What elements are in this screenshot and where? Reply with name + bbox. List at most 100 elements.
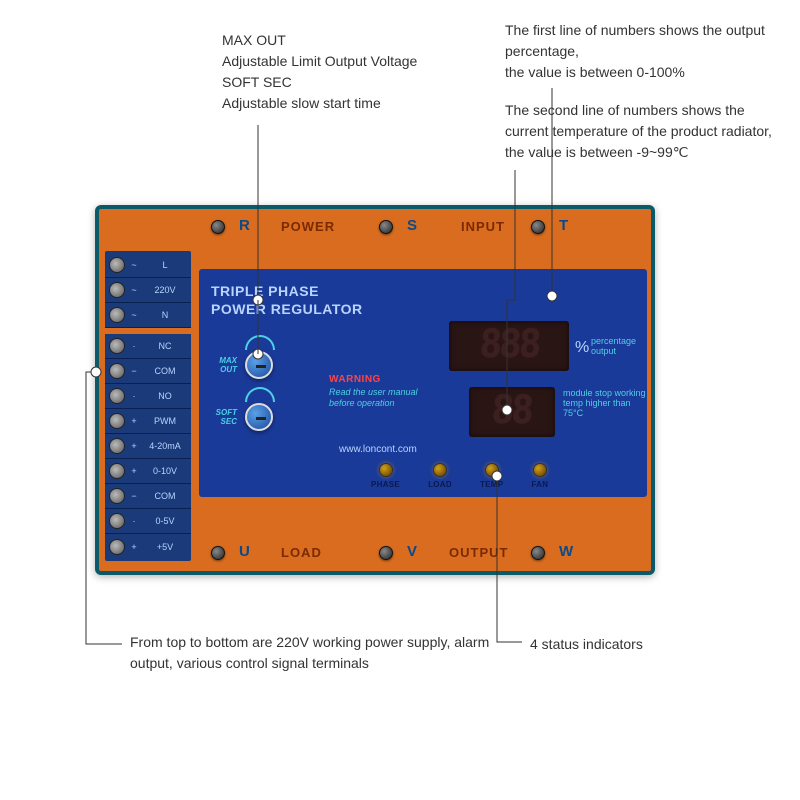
terminal-label: PWM [141, 416, 191, 426]
annotation-leds: 4 status indicators [530, 634, 730, 655]
text: 4 status indicators [530, 636, 643, 652]
annotation-display1: The first line of numbers shows the outp… [505, 20, 770, 83]
letter-u: U [239, 543, 250, 560]
pct-sign: % [575, 339, 589, 357]
screw [379, 546, 393, 560]
text: POWER REGULATOR [211, 301, 363, 319]
terminal-screw-icon [109, 388, 125, 404]
knob1-label: MAX OUT [207, 357, 237, 375]
display2-label: module stop working temp higher than 75°… [563, 389, 647, 419]
display1-label: percentage output [591, 337, 643, 357]
terminal-screw-icon [109, 413, 125, 429]
seg-digits: 888 [478, 324, 539, 367]
terminal-symbol: − [127, 491, 141, 501]
terminal-row: ~ 220V [105, 278, 191, 303]
text: From top to bottom are 220V working powe… [130, 634, 489, 671]
terminal-row: + 0-10V [105, 459, 191, 484]
terminal-label: COM [141, 366, 191, 376]
terminal-block: ~ L ~ 220V ~ N · NC − COM · NO + PWM + 4… [105, 251, 191, 561]
led-item: LOAD [428, 463, 452, 489]
terminal-row: + PWM [105, 409, 191, 434]
terminal-symbol: · [127, 391, 141, 401]
label-output: OUTPUT [449, 545, 508, 560]
terminal-label: 4-20mA [141, 441, 191, 451]
led-icon [533, 463, 547, 477]
terminal-symbol: + [127, 416, 141, 426]
knob1-arc [245, 335, 275, 350]
letter-w: W [559, 543, 573, 560]
terminal-symbol: + [127, 441, 141, 451]
text: SOFT SEC [222, 72, 482, 93]
terminal-row: · 0-5V [105, 509, 191, 534]
terminal-symbol: + [127, 542, 141, 552]
terminal-symbol: · [127, 341, 141, 351]
knob2-label: SOFT SEC [207, 409, 237, 427]
terminal-row: · NO [105, 384, 191, 409]
led-icon [433, 463, 447, 477]
terminal-screw-icon [109, 363, 125, 379]
terminal-label: 0-5V [141, 516, 191, 526]
led-item: PHASE [371, 463, 400, 489]
terminal-row: − COM [105, 359, 191, 384]
led-icon [379, 463, 393, 477]
terminal-symbol: + [127, 466, 141, 476]
terminal-row: + 4-20mA [105, 434, 191, 459]
top-row: R S T POWER INPUT [99, 209, 651, 245]
terminal-screw-icon [109, 513, 125, 529]
terminal-symbol: ~ [127, 310, 141, 320]
terminal-symbol: ~ [127, 260, 141, 270]
terminal-label: COM [141, 491, 191, 501]
terminal-label: 220V [141, 285, 191, 295]
led-label: LOAD [428, 480, 452, 489]
letter-r: R [239, 217, 250, 234]
text: MAX OUT [222, 30, 482, 51]
terminal-symbol: · [127, 516, 141, 526]
website: www.loncont.com [339, 444, 417, 455]
annotation-display2: The second line of numbers shows the cur… [505, 100, 780, 163]
led-label: FAN [531, 480, 548, 489]
terminal-screw-icon [109, 488, 125, 504]
label-input: INPUT [461, 219, 505, 234]
terminal-row: ~ N [105, 303, 191, 328]
display-percentage: 888 [449, 321, 569, 371]
terminal-label: L [141, 260, 191, 270]
annotation-maxout: MAX OUT Adjustable Limit Output Voltage … [222, 30, 482, 114]
terminal-row: · NC [105, 334, 191, 359]
terminal-screw-icon [109, 463, 125, 479]
terminal-screw-icon [109, 438, 125, 454]
display-temperature: 88 [469, 387, 555, 437]
terminal-label: NO [141, 391, 191, 401]
annotation-terminals: From top to bottom are 220V working powe… [130, 632, 490, 674]
terminal-screw-icon [109, 307, 125, 323]
led-label: PHASE [371, 480, 400, 489]
knob-softsec[interactable] [245, 403, 273, 431]
terminal-label: +5V [141, 542, 191, 552]
screw [531, 546, 545, 560]
screw [211, 220, 225, 234]
led-label: TEMP [480, 480, 503, 489]
led-item: TEMP [480, 463, 503, 489]
terminal-symbol: − [127, 366, 141, 376]
terminal-screw-icon [109, 539, 125, 555]
letter-v: V [407, 543, 417, 560]
terminal-label: N [141, 310, 191, 320]
terminal-screw-icon [109, 257, 125, 273]
text: Adjustable Limit Output Voltage [222, 51, 482, 72]
letter-t: T [559, 217, 568, 234]
knob-maxout[interactable] [245, 351, 273, 379]
led-row: PHASE LOAD TEMP FAN [371, 463, 548, 489]
warning-text: Read the user manual before operation [329, 387, 439, 409]
center-panel: TRIPLE PHASE POWER REGULATOR MAX OUT SOF… [199, 269, 647, 497]
seg-digits: 88 [491, 390, 533, 433]
terminal-row: + +5V [105, 534, 191, 559]
terminal-label: 0-10V [141, 466, 191, 476]
terminal-row: ~ L [105, 253, 191, 278]
screw [531, 220, 545, 234]
warning-block: WARNING Read the user manual before oper… [329, 374, 439, 409]
terminal-label: NC [141, 341, 191, 351]
device-body: R S T POWER INPUT U V W LOAD OUTPUT ~ L … [95, 205, 655, 575]
terminal-row: − COM [105, 484, 191, 509]
label-power: POWER [281, 219, 335, 234]
screw [379, 220, 393, 234]
panel-title: TRIPLE PHASE POWER REGULATOR [211, 283, 363, 318]
